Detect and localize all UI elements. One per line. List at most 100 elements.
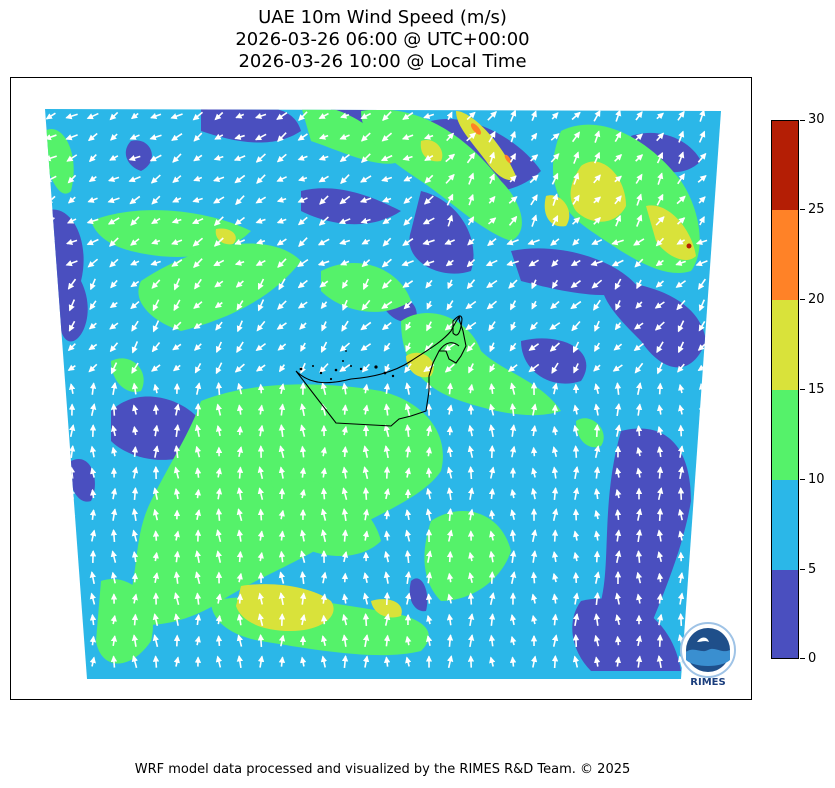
wind-arrow: [593, 342, 601, 352]
wind-arrow: [45, 134, 57, 141]
local-time: 2026-03-26 10:00 @ Local Time: [238, 51, 527, 72]
wind-arrow: [173, 403, 181, 416]
wind-arrow: [467, 613, 475, 626]
wind-arrow: [636, 593, 643, 604]
wind-arrow: [572, 341, 580, 354]
wind-arrow: [404, 424, 412, 437]
wind-arrow: [572, 194, 580, 205]
wind-arrow: [173, 592, 180, 606]
wind-arrow: [698, 445, 706, 459]
wind-arrow: [678, 151, 685, 164]
wind-arrow: [339, 342, 351, 352]
wind-arrow: [383, 488, 391, 500]
wind-arrow: [318, 175, 329, 183]
wind-arrow: [528, 259, 540, 267]
wind-arrow: [89, 592, 97, 605]
wind-arrow: [447, 214, 454, 227]
wind-arrow: [633, 342, 644, 352]
wind-arrow: [657, 172, 664, 185]
wind-arrow: [193, 322, 203, 330]
wind-arrow: [47, 551, 55, 562]
wind-arrow: [86, 218, 99, 225]
wind-arrow: [615, 109, 622, 122]
wind-arrow: [402, 154, 413, 161]
wind-arrow: [89, 488, 97, 499]
wind-arrow: [110, 571, 118, 584]
wind-arrow: [255, 153, 266, 163]
wind-arrow: [614, 322, 622, 331]
wind-arrow: [509, 402, 517, 417]
wind-arrow: [89, 656, 96, 667]
wind-arrow: [360, 217, 371, 224]
wind-arrow: [341, 508, 349, 522]
wind-arrow: [213, 237, 224, 247]
wind-arrow: [614, 175, 622, 183]
wind-arrow: [468, 193, 475, 206]
wind-arrow: [193, 343, 202, 351]
wind-arrow: [488, 550, 496, 563]
wind-arrow: [299, 445, 307, 458]
wind-arrow: [257, 508, 265, 521]
wind-arrow: [257, 278, 265, 290]
wind-arrow: [510, 635, 517, 646]
wind-arrow: [530, 110, 537, 122]
wind-arrow: [171, 217, 182, 224]
wind-arrow: [593, 383, 601, 395]
wind-arrow: [508, 196, 518, 204]
wind-arrow: [319, 363, 329, 374]
wind-arrow: [572, 571, 580, 584]
wind-arrow: [129, 195, 141, 205]
wind-arrow: [677, 572, 685, 584]
wind-arrow: [446, 487, 454, 500]
wind-arrow: [593, 151, 601, 164]
colorbar-0-5: [772, 570, 798, 658]
wind-arrow: [677, 110, 685, 121]
peak-wind-spots: [470, 123, 692, 249]
wind-arrow: [193, 132, 203, 142]
wind-arrow: [194, 488, 202, 499]
wind-arrow: [698, 216, 705, 226]
wind-arrow: [68, 613, 75, 626]
wind-arrow: [194, 592, 202, 605]
wind-arrow: [423, 133, 434, 140]
wind-arrow: [278, 634, 286, 647]
wind-arrow: [551, 112, 559, 120]
wind-arrow: [150, 112, 162, 119]
wind-arrow: [257, 592, 265, 605]
wind-arrow: [446, 382, 454, 395]
wind-arrow: [552, 446, 559, 458]
wind-arrow: [110, 425, 118, 437]
wind-arrow: [531, 593, 538, 604]
wind-arrow: [656, 404, 664, 415]
wind-arrow: [65, 134, 78, 141]
wind-arrow: [69, 509, 76, 520]
wind-arrow: [466, 152, 476, 164]
wind-arrow: [341, 279, 349, 289]
wind-arrow: [677, 655, 685, 668]
wind-arrow: [110, 362, 118, 375]
wind-arrow: [487, 111, 497, 121]
wind-arrow: [488, 466, 496, 479]
wind-arrow: [341, 529, 349, 542]
wind-arrow: [594, 509, 601, 520]
colorbar-25-30: [772, 121, 798, 210]
wind-arrow: [320, 487, 328, 500]
wind-arrow: [380, 154, 393, 162]
wind-arrow: [215, 508, 223, 521]
wind-arrow: [362, 445, 370, 458]
wind-arrow: [173, 487, 181, 500]
wind-arrow: [635, 550, 643, 563]
wind-arrow: [150, 174, 161, 184]
wind-arrow: [152, 445, 160, 458]
colorbar-tick: [800, 120, 805, 121]
wind-arrow: [131, 613, 139, 626]
wind-arrow: [423, 112, 435, 119]
wind-arrow: [699, 109, 706, 122]
wind-arrow: [361, 363, 370, 373]
wind-arrow: [360, 112, 372, 120]
wind-arrow: [530, 154, 539, 162]
wind-arrow: [362, 383, 369, 394]
wind-arrow: [47, 320, 55, 333]
wind-arrow: [593, 571, 601, 584]
wind-arrow: [675, 259, 686, 266]
